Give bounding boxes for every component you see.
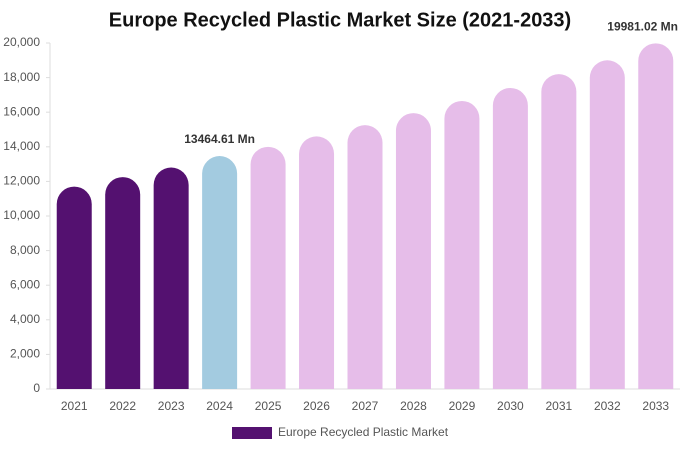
y-tick-label: 16,000: [3, 104, 40, 118]
bar: [56, 186, 92, 389]
x-tick-label: 2026: [303, 399, 330, 413]
bar: [444, 100, 480, 389]
chart-title: Europe Recycled Plastic Market Size (202…: [109, 9, 571, 31]
y-tick-label: 2,000: [10, 347, 40, 361]
y-tick-label: 10,000: [3, 208, 40, 222]
x-tick-label: 2023: [158, 399, 185, 413]
legend-swatch: [232, 427, 272, 439]
x-tick-label: 2021: [61, 399, 88, 413]
x-tick-label: 2022: [109, 399, 136, 413]
bar: [541, 74, 577, 390]
x-tick-label: 2033: [642, 399, 669, 413]
bar: [492, 87, 528, 390]
y-tick-label: 6,000: [10, 277, 40, 291]
bar: [638, 43, 674, 389]
x-tick-label: 2024: [206, 399, 233, 413]
bar: [347, 125, 383, 389]
x-tick-label: 2025: [255, 399, 282, 413]
y-tick-label: 20,000: [3, 35, 40, 49]
legend-label: Europe Recycled Plastic Market: [278, 425, 449, 439]
x-tick-label: 2028: [400, 399, 427, 413]
x-tick-label: 2027: [352, 399, 379, 413]
x-tick-label: 2031: [545, 399, 572, 413]
bar: [105, 177, 141, 389]
x-tick-label: 2029: [449, 399, 476, 413]
bar: [250, 146, 286, 389]
y-tick-label: 8,000: [10, 243, 40, 257]
y-tick-label: 0: [33, 381, 40, 395]
bar: [589, 60, 625, 390]
y-tick-label: 4,000: [10, 312, 40, 326]
y-tick-label: 14,000: [3, 139, 40, 153]
x-tick-label: 2032: [594, 399, 621, 413]
y-tick-label: 12,000: [3, 174, 40, 188]
value-label: 19981.02 Mn: [607, 20, 678, 34]
bar: [153, 167, 189, 389]
bar: [299, 136, 335, 389]
x-tick-label: 2030: [497, 399, 524, 413]
y-tick-label: 18,000: [3, 70, 40, 84]
value-label: 13464.61 Mn: [184, 132, 255, 146]
bar: [202, 156, 238, 389]
bar: [395, 113, 431, 389]
